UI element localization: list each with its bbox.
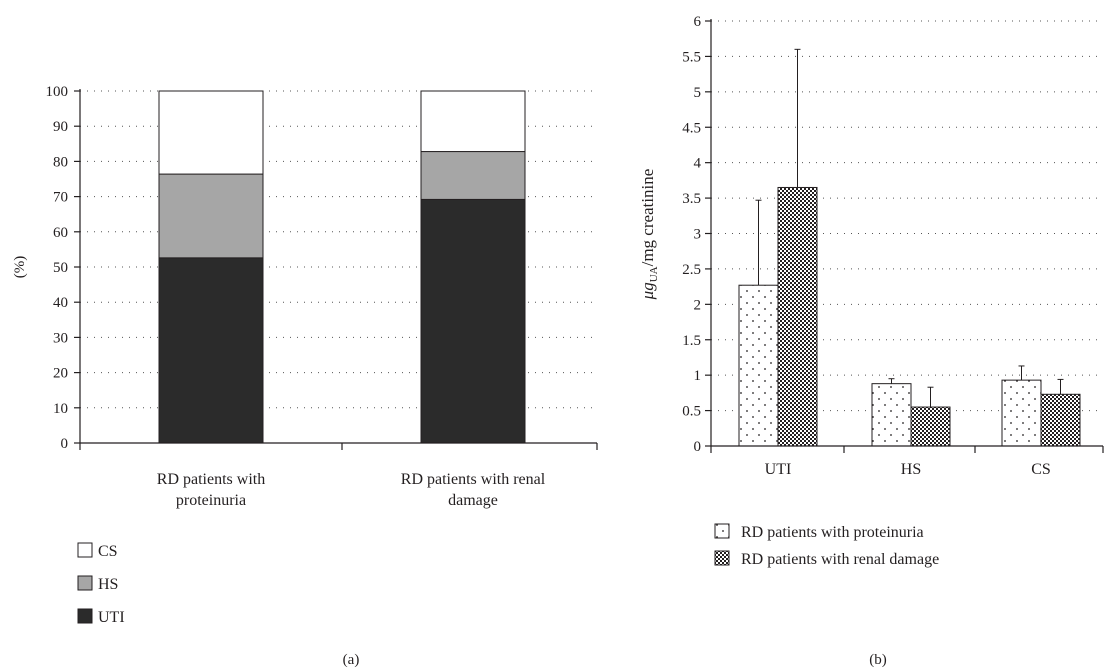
a-legend-label-hs: HS [98, 576, 118, 593]
b-y-tick-label: 0 [694, 439, 702, 455]
b-error-bars [755, 48, 1064, 408]
b-y-tick-label: 2 [694, 297, 702, 313]
a-bar-hs-1 [158, 173, 264, 259]
b-legend-swatch-dots [714, 523, 730, 539]
a-category-labels: RD patients with proteinuria RD patients w… [157, 471, 546, 509]
b-category-label-hs: HS [901, 461, 921, 478]
b-legend-label-cross: RD patients with renal damage [741, 551, 939, 568]
b-bar-cross-uti [777, 186, 818, 447]
b-y-tick-label: 3 [694, 227, 702, 243]
a-y-tick-label: 20 [53, 366, 68, 382]
a-y-axis-label: (%) [12, 256, 28, 279]
a-axes [74, 89, 598, 450]
b-y-axis-label-prefix: μg [638, 282, 657, 300]
b-y-tick-label: 2.5 [682, 262, 701, 278]
a-legend-label-cs: CS [98, 543, 118, 560]
b-bar-dots-hs [871, 383, 912, 447]
b-y-tick-label: 5.5 [682, 49, 701, 65]
b-bar-dots-uti [738, 284, 779, 447]
b-y-tick-label: 6 [694, 14, 702, 30]
a-y-tick-label: 10 [53, 401, 68, 417]
b-bar-cross-cs [1040, 393, 1081, 447]
a-y-tick-label: 90 [53, 119, 68, 135]
a-y-tick-label: 60 [53, 225, 68, 241]
a-y-tick-labels: 0 10 20 30 40 50 60 70 80 90 100 [46, 84, 69, 452]
a-bars [158, 90, 526, 444]
a-y-tick-label: 100 [46, 84, 69, 100]
a-category-label: proteinuria [176, 492, 246, 509]
b-category-label-cs: CS [1031, 461, 1051, 478]
a-y-tick-label: 0 [61, 436, 69, 452]
a-bar-hs-2 [420, 151, 526, 200]
a-bar-cs-2 [420, 90, 526, 153]
a-legend: CS HS UTI [77, 542, 125, 626]
b-y-axis-label-suffix: /mg creatinine [638, 169, 657, 267]
b-legend-swatch-cross [714, 550, 730, 566]
b-y-tick-labels: 0 0.5 1 1.5 2 2.5 3 3.5 4 4.5 5 5.5 6 [682, 14, 701, 455]
b-y-axis-label: μgUA/mg creatinine [638, 169, 660, 301]
b-y-tick-label: 0.5 [682, 404, 701, 420]
a-panel-label: (a) [343, 652, 360, 668]
b-category-labels: UTI HS CS [765, 461, 1051, 478]
a-y-tick-label: 50 [53, 260, 68, 276]
b-y-tick-label: 5 [694, 85, 702, 101]
a-legend-swatch-hs [77, 575, 93, 591]
b-category-label-uti: UTI [765, 461, 792, 478]
b-bar-cross-hs [910, 406, 951, 447]
b-axes [705, 19, 1104, 453]
a-bar-uti-1 [158, 257, 264, 444]
a-legend-swatch-uti [77, 608, 93, 624]
a-y-tick-label: 40 [53, 295, 68, 311]
b-bars [738, 186, 1081, 447]
a-y-tick-label: 80 [53, 154, 68, 170]
b-y-tick-label: 4 [694, 156, 702, 172]
a-category-label: damage [448, 492, 498, 509]
chart-a: 0 10 20 30 40 50 60 70 80 90 100 (%) RD patients w… [12, 84, 598, 668]
a-category-label: RD patients with renal [401, 471, 546, 488]
b-y-axis-label-sub: UA [648, 266, 660, 282]
a-y-tick-label: 70 [53, 190, 68, 206]
b-bar-dots-cs [1001, 379, 1042, 447]
b-panel-label: (b) [869, 652, 887, 668]
b-y-tick-label: 1.5 [682, 333, 701, 349]
a-y-tick-label: 30 [53, 330, 68, 346]
b-y-tick-label: 4.5 [682, 120, 701, 136]
b-legend-label-dots: RD patients with proteinuria [741, 524, 924, 541]
a-category-label: RD patients with [157, 471, 265, 488]
a-bar-uti-2 [420, 198, 526, 444]
b-y-tick-label: 3.5 [682, 191, 701, 207]
a-legend-label-uti: UTI [98, 609, 125, 626]
a-bar-cs-1 [158, 90, 264, 175]
b-y-tick-label: 1 [694, 368, 702, 384]
b-legend: RD patients with proteinuria RD patients … [714, 523, 939, 568]
chart-b: 0 0.5 1 1.5 2 2.5 3 3.5 4 4.5 5 5.5 6 μgUA/mg creati… [638, 14, 1104, 668]
a-legend-swatch-cs [77, 542, 93, 558]
